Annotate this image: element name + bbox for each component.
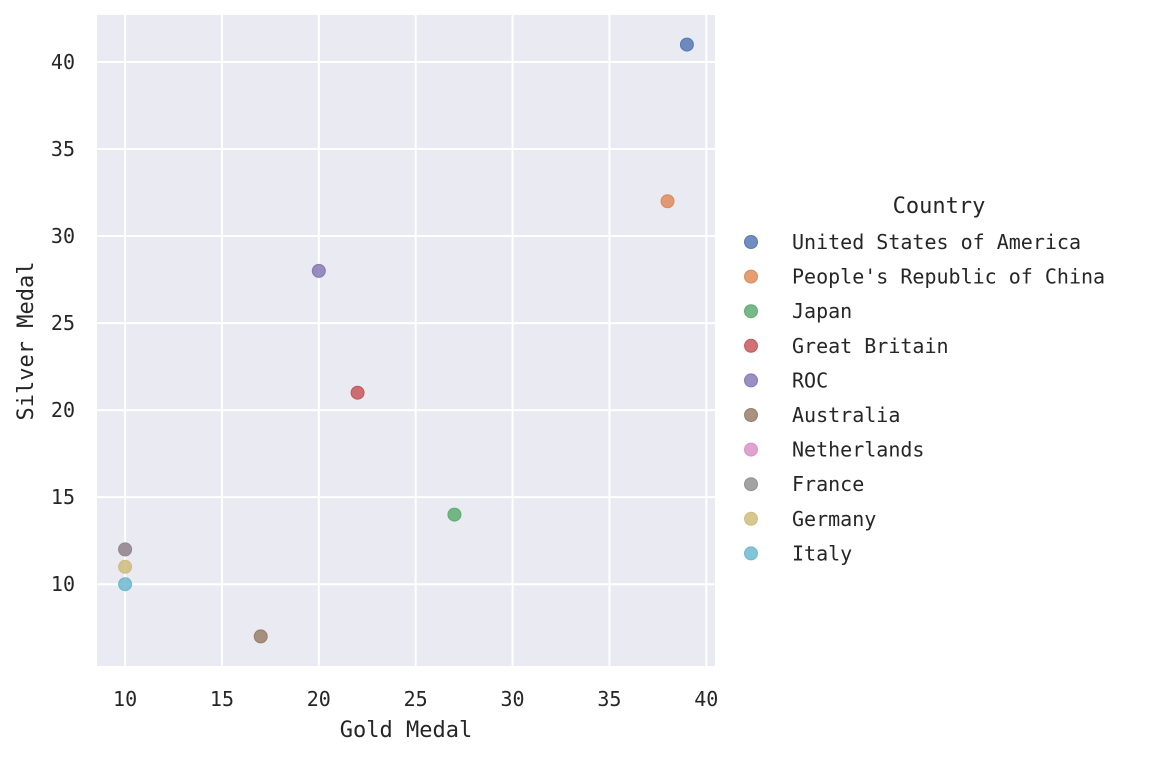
x-tick-label: 35 xyxy=(597,687,621,711)
x-tick-label: 20 xyxy=(307,687,331,711)
plot-background xyxy=(97,15,715,666)
data-point xyxy=(118,542,133,557)
y-axis-label: Silver Medal xyxy=(14,262,39,421)
y-tick-label: 30 xyxy=(51,224,75,248)
legend-marker xyxy=(744,477,758,492)
y-tick-label: 20 xyxy=(51,398,75,422)
legend-label: People's Republic of China xyxy=(792,265,1105,289)
x-axis-label: Gold Medal xyxy=(340,718,472,743)
data-point xyxy=(679,37,694,52)
y-tick-label: 35 xyxy=(51,137,75,161)
y-tick-label: 40 xyxy=(51,50,75,74)
data-point xyxy=(311,263,326,278)
data-point xyxy=(350,385,365,400)
y-tick-label: 25 xyxy=(51,311,75,335)
x-tick-labels: 10 15 20 25 30 35 40 xyxy=(113,687,718,711)
y-tick-label: 10 xyxy=(51,572,75,596)
data-point xyxy=(253,629,268,644)
data-points xyxy=(118,37,694,644)
legend-marker xyxy=(744,511,758,526)
legend-label: France xyxy=(792,472,864,496)
data-point xyxy=(118,577,133,592)
data-point xyxy=(118,559,133,574)
legend-label: Australia xyxy=(792,403,900,427)
legend-label: Japan xyxy=(792,299,852,323)
legend-marker xyxy=(744,338,758,353)
x-tick-label: 25 xyxy=(404,687,428,711)
legend-marker xyxy=(744,546,758,561)
legend-title: Country xyxy=(893,194,986,219)
legend-marker xyxy=(744,442,758,457)
legend-label: Great Britain xyxy=(792,334,949,358)
legend-marker xyxy=(744,408,758,422)
x-tick-label: 10 xyxy=(113,687,137,711)
x-tick-label: 30 xyxy=(501,687,525,711)
legend-marker xyxy=(744,373,758,388)
legend-marker xyxy=(744,304,758,319)
legend-label: ROC xyxy=(792,368,828,392)
y-tick-label: 15 xyxy=(51,485,75,509)
x-tick-label: 40 xyxy=(694,687,718,711)
legend-label: Italy xyxy=(792,541,852,565)
y-tick-labels: 10 15 20 25 30 35 40 xyxy=(51,50,75,596)
legend: Country United States of America People's… xyxy=(744,194,1105,565)
legend-marker xyxy=(744,269,758,284)
legend-label: Netherlands xyxy=(792,438,924,462)
legend-label: United States of America xyxy=(792,230,1081,254)
x-tick-label: 15 xyxy=(210,687,234,711)
legend-label: Germany xyxy=(792,507,876,531)
grid-lines xyxy=(97,15,715,666)
data-point xyxy=(447,507,462,522)
legend-marker xyxy=(744,235,758,249)
data-point xyxy=(660,194,675,209)
